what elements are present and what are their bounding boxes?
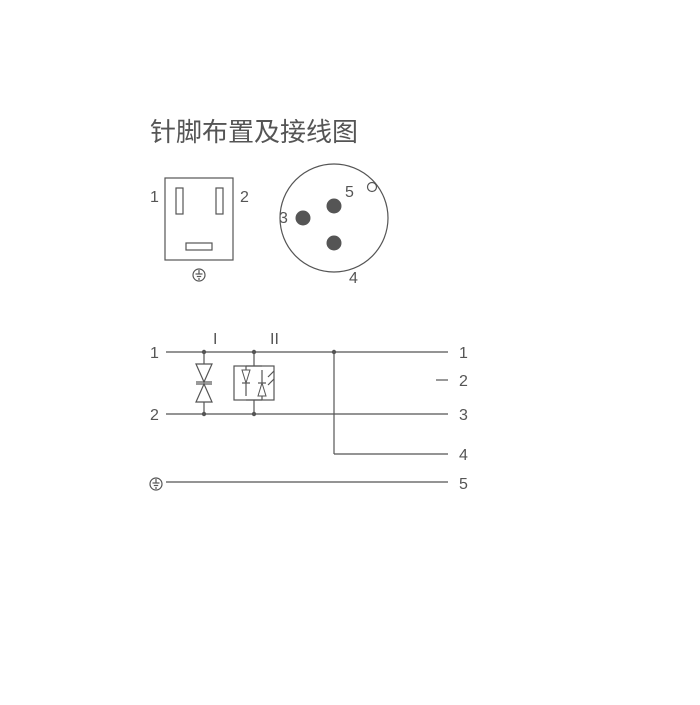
svg-text:2: 2 <box>150 407 159 424</box>
svg-text:4: 4 <box>459 447 468 464</box>
svg-text:I: I <box>213 331 217 348</box>
svg-text:1: 1 <box>150 189 159 206</box>
svg-text:2: 2 <box>240 189 249 206</box>
svg-text:3: 3 <box>459 407 468 424</box>
svg-text:5: 5 <box>459 476 468 493</box>
svg-text:3: 3 <box>279 210 288 227</box>
pin-wiring-diagram: 12345III1212345 <box>0 0 700 700</box>
svg-text:5: 5 <box>345 184 354 201</box>
svg-text:2: 2 <box>459 373 468 390</box>
svg-text:4: 4 <box>349 270 358 287</box>
svg-text:1: 1 <box>150 345 159 362</box>
page-title: 针脚布置及接线图 <box>150 112 358 149</box>
svg-text:II: II <box>270 331 279 348</box>
svg-text:1: 1 <box>459 345 468 362</box>
